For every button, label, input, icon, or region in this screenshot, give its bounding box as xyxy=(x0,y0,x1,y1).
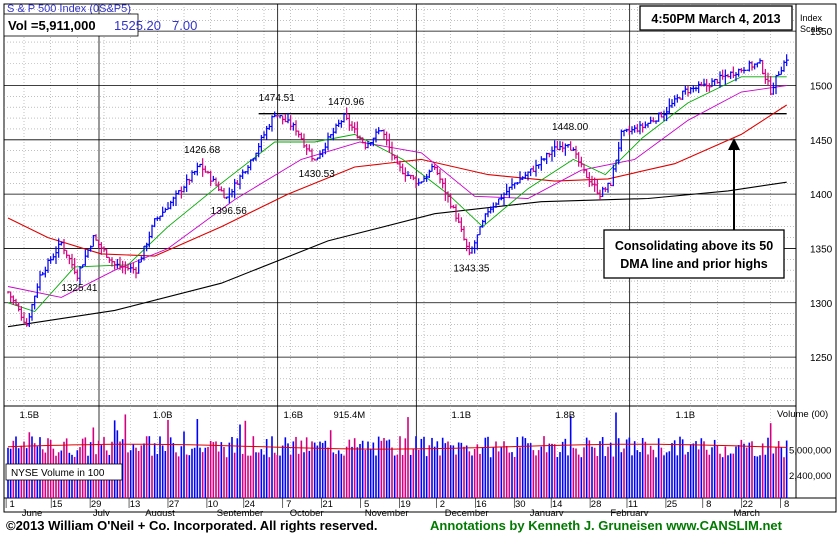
y-tick-label: 1350 xyxy=(810,244,833,255)
dma-200-line xyxy=(7,181,787,328)
y-axis-title-line1: Index xyxy=(800,13,823,23)
date-tick-label: 13 xyxy=(130,499,141,510)
y-tick-label: 1300 xyxy=(810,299,833,310)
y-tick-label: 1250 xyxy=(810,353,833,364)
volume-panel-label-box xyxy=(5,463,123,481)
date-axis-frame xyxy=(3,497,837,513)
y-tick-label: 1500 xyxy=(810,81,833,92)
annotations-credit: Annotations by Kenneth J. Gruneisen www.… xyxy=(430,518,782,533)
date-tick-label: 28 xyxy=(591,499,602,510)
date-tick-label: 11 xyxy=(628,499,638,510)
callout-arrowhead xyxy=(728,138,740,150)
volume-annotation: 915.4M xyxy=(333,410,365,421)
volume-axis-title: Volume (00) xyxy=(777,409,828,420)
month-label: September xyxy=(217,508,263,516)
chart-title: S & P 500 Index (0S&P5) xyxy=(7,3,131,15)
month-label: October xyxy=(290,508,324,516)
date-tick-label: 27 xyxy=(169,499,180,510)
copyright-notice: ©2013 William O'Neil + Co. Incorporated.… xyxy=(6,518,378,533)
month-label: December xyxy=(445,508,489,516)
volume-annotation: 1.0B xyxy=(153,410,173,421)
date-tick-label: 2 xyxy=(440,499,445,510)
dma-21-line xyxy=(7,85,787,298)
price-annotation: 1430.53 xyxy=(299,169,336,180)
date-tick-label: 10 xyxy=(208,499,219,510)
stock-chart: 1250130013501400145015001550IndexScale13… xyxy=(3,3,837,516)
date-tick-label: 24 xyxy=(245,499,256,510)
volume-annotation: 1.8B xyxy=(556,410,576,421)
price-annotation: 1448.00 xyxy=(552,122,589,133)
month-label: July xyxy=(93,508,110,516)
y-tick-label: 1400 xyxy=(810,190,833,201)
date-tick-label: 7 xyxy=(286,499,291,510)
footer: ©2013 William O'Neil + Co. Incorporated.… xyxy=(0,516,840,538)
volume-average-line xyxy=(7,443,787,450)
y-tick-label: 1450 xyxy=(810,136,833,147)
timestamp: 4:50PM March 4, 2013 xyxy=(651,12,780,26)
y-tick-label: 1550 xyxy=(810,27,833,38)
timestamp-box xyxy=(639,5,793,31)
price-change: 7.00 xyxy=(172,18,197,33)
y-axis-title-line2: Scale xyxy=(800,24,823,34)
date-tick-label: 15 xyxy=(52,499,63,510)
date-tick-label: 21 xyxy=(322,499,333,510)
vol-readout-box xyxy=(3,13,139,37)
volume-panel-label: NYSE Volume in 100 xyxy=(11,468,105,479)
volume-annotation: 1.5B xyxy=(20,410,40,421)
month-label: June xyxy=(22,508,43,516)
volume-tick-label: 5,000,000 xyxy=(789,446,831,457)
date-tick-label: 29 xyxy=(91,499,102,510)
month-label: August xyxy=(145,508,175,516)
date-tick-label: 1 xyxy=(9,499,14,510)
date-tick-label: 8 xyxy=(706,499,711,510)
date-tick-label: 8 xyxy=(784,499,789,510)
callout-line1: Consolidating above its 50 xyxy=(615,239,773,253)
price-annotation: 1470.96 xyxy=(328,97,365,108)
price-annotation: 1343.35 xyxy=(453,264,490,275)
volume-annotation: 1.6B xyxy=(284,410,304,421)
month-label: January xyxy=(530,508,564,516)
date-tick-label: 25 xyxy=(667,499,678,510)
callout-line2: DMA line and prior highs xyxy=(620,257,768,271)
price-annotation: 1396.56 xyxy=(211,206,248,217)
price-annotation: 1426.68 xyxy=(184,145,221,156)
date-tick-label: 14 xyxy=(552,499,563,510)
date-tick-label: 30 xyxy=(515,499,526,510)
month-label: March xyxy=(733,508,759,516)
last-price: 1525.20 xyxy=(114,18,161,33)
month-label: November xyxy=(365,508,409,516)
date-tick-label: 19 xyxy=(400,499,411,510)
volume-readout: Vol =5,911,000 xyxy=(8,18,96,33)
volume-tick-label: 2,400,000 xyxy=(789,471,831,482)
callout-box xyxy=(603,229,785,279)
month-label: February xyxy=(610,508,648,516)
date-tick-label: 5 xyxy=(364,499,369,510)
volume-annotation: 1.1B xyxy=(452,410,472,421)
volume-annotation: 1.1B xyxy=(676,410,696,421)
date-tick-label: 16 xyxy=(476,499,487,510)
price-annotation: 1474.51 xyxy=(259,93,296,104)
date-tick-label: 22 xyxy=(742,499,753,510)
price-annotation: 1325.41 xyxy=(61,283,98,294)
dma-50-line xyxy=(7,104,787,257)
axis-frame xyxy=(795,3,837,499)
